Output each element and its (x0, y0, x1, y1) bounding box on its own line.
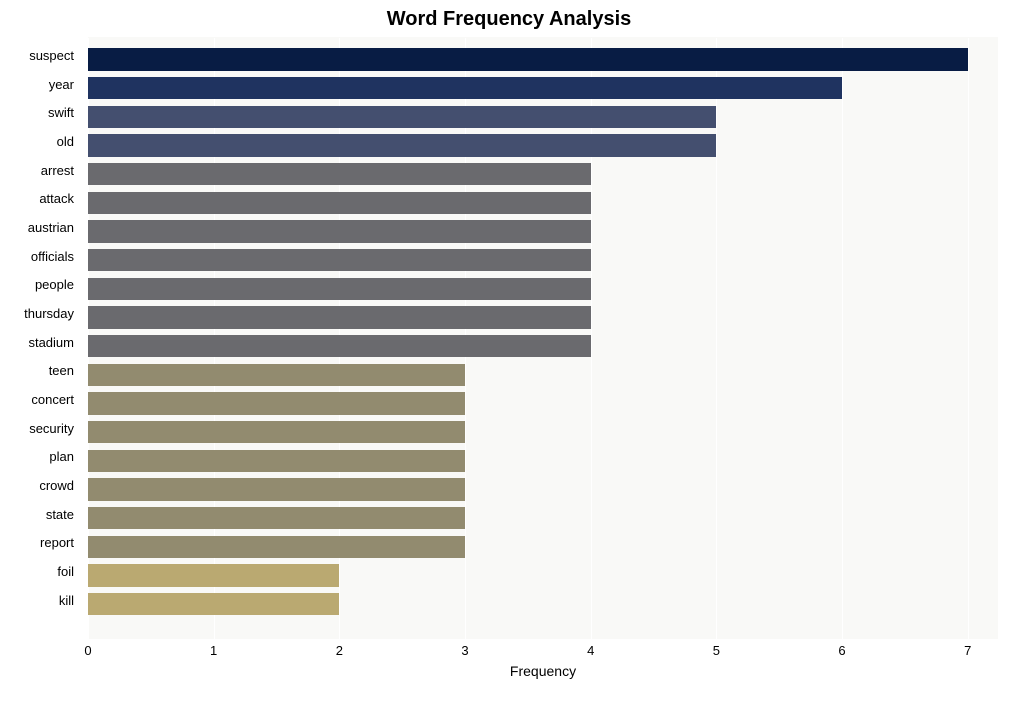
bar-row (88, 249, 591, 271)
bar (88, 249, 591, 271)
bar (88, 134, 716, 156)
x-tick-label: 7 (964, 643, 971, 658)
bar (88, 306, 591, 328)
bar-row (88, 564, 339, 586)
bar (88, 364, 465, 386)
x-tick-label: 3 (461, 643, 468, 658)
bar-row (88, 364, 465, 386)
x-tick-labels: 01234567 (88, 639, 998, 659)
y-tick-label: report (40, 535, 74, 550)
bar-row (88, 48, 968, 70)
y-tick-label: austrian (28, 220, 74, 235)
bar-row (88, 392, 465, 414)
bar-row (88, 163, 591, 185)
x-tick-label: 5 (713, 643, 720, 658)
bar (88, 392, 465, 414)
bar (88, 192, 591, 214)
y-tick-label: swift (48, 105, 74, 120)
bar (88, 335, 591, 357)
x-tick-label: 0 (84, 643, 91, 658)
bar-row (88, 450, 465, 472)
bar-row (88, 536, 465, 558)
bar (88, 450, 465, 472)
bar-row (88, 220, 591, 242)
bar-row (88, 421, 465, 443)
bar (88, 421, 465, 443)
y-tick-label: plan (49, 449, 74, 464)
bar-row (88, 106, 716, 128)
y-tick-label: kill (59, 593, 74, 608)
y-tick-label: security (29, 421, 74, 436)
bar-row (88, 134, 716, 156)
bar-row (88, 77, 842, 99)
y-tick-label: attack (39, 191, 74, 206)
y-tick-label: thursday (24, 306, 74, 321)
y-tick-label: state (46, 507, 74, 522)
bar-row (88, 593, 339, 615)
y-tick-label: people (35, 277, 74, 292)
x-tick-label: 1 (210, 643, 217, 658)
chart-title: Word Frequency Analysis (10, 8, 1008, 31)
y-axis-labels: suspect year swift old arrest attack austrian o… (0, 34, 74, 636)
bars-group (88, 38, 998, 639)
bar-row (88, 478, 465, 500)
x-axis-title: Frequency (88, 663, 998, 679)
chart-container: Word Frequency Analysis suspect year swift… (0, 0, 1018, 701)
bar (88, 536, 465, 558)
bar (88, 106, 716, 128)
bar (88, 48, 968, 70)
y-tick-label: officials (31, 249, 74, 264)
y-tick-label: suspect (29, 48, 74, 63)
bar-row (88, 306, 591, 328)
bar (88, 478, 465, 500)
bar (88, 507, 465, 529)
y-tick-label: foil (57, 564, 74, 579)
bar-row (88, 507, 465, 529)
y-tick-label: crowd (39, 478, 74, 493)
x-tick-label: 2 (336, 643, 343, 658)
bar (88, 77, 842, 99)
y-tick-label: year (49, 77, 74, 92)
bar (88, 163, 591, 185)
x-tick-label: 6 (838, 643, 845, 658)
bar-row (88, 192, 591, 214)
y-tick-label: arrest (41, 163, 74, 178)
bar (88, 220, 591, 242)
y-tick-label: stadium (28, 335, 74, 350)
bar (88, 564, 339, 586)
plot-area (88, 37, 998, 639)
bar (88, 593, 339, 615)
y-tick-label: concert (31, 392, 74, 407)
bar (88, 278, 591, 300)
x-tick-label: 4 (587, 643, 594, 658)
bar-row (88, 278, 591, 300)
bar-row (88, 335, 591, 357)
y-tick-label: old (57, 134, 74, 149)
y-tick-label: teen (49, 363, 74, 378)
x-axis: 01234567 Frequency (88, 639, 998, 689)
